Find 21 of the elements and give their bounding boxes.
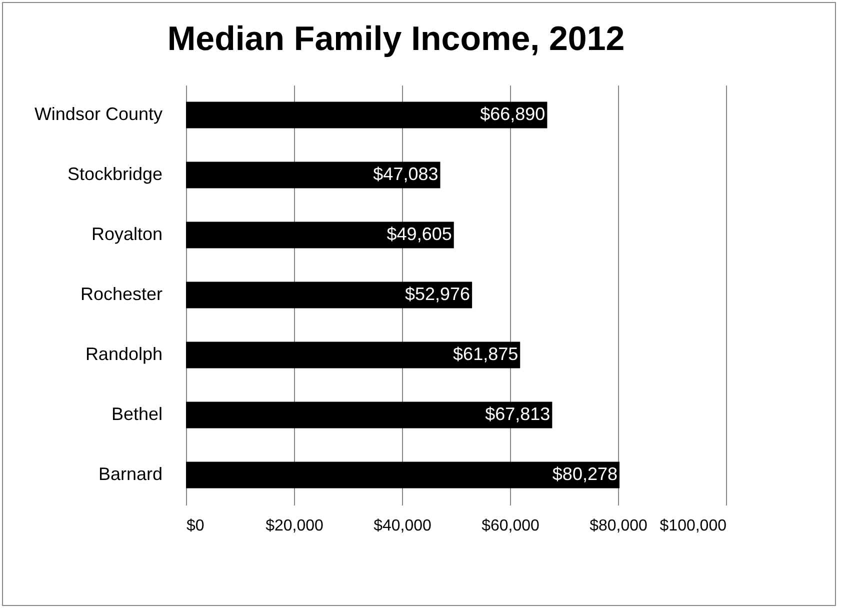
data-label: $52,976: [404, 284, 470, 304]
chart-title: Median Family Income, 2012: [167, 20, 625, 58]
data-label: $49,605: [386, 224, 452, 244]
x-tick-label: $100,000: [660, 518, 727, 534]
y-tick-label: Royalton: [91, 224, 162, 244]
data-label: $61,875: [453, 344, 518, 364]
y-tick-label: Stockbridge: [67, 164, 162, 184]
data-label: $47,083: [373, 164, 438, 184]
y-tick-label: Windsor County: [34, 104, 162, 124]
x-tick-label: $80,000: [590, 518, 648, 534]
data-label: $66,890: [480, 104, 546, 124]
x-tick-label: $40,000: [374, 518, 432, 534]
data-label: $80,278: [552, 464, 618, 484]
y-tick-label: Barnard: [98, 464, 162, 484]
x-tick-label: $0: [186, 518, 204, 534]
y-tick-label: Rochester: [80, 284, 162, 304]
y-tick-label: Bethel: [111, 404, 162, 424]
y-tick-label: Randolph: [85, 344, 162, 364]
x-tick-label: $60,000: [482, 518, 540, 534]
data-label: $67,813: [485, 404, 550, 424]
x-tick-label: $20,000: [266, 518, 324, 534]
